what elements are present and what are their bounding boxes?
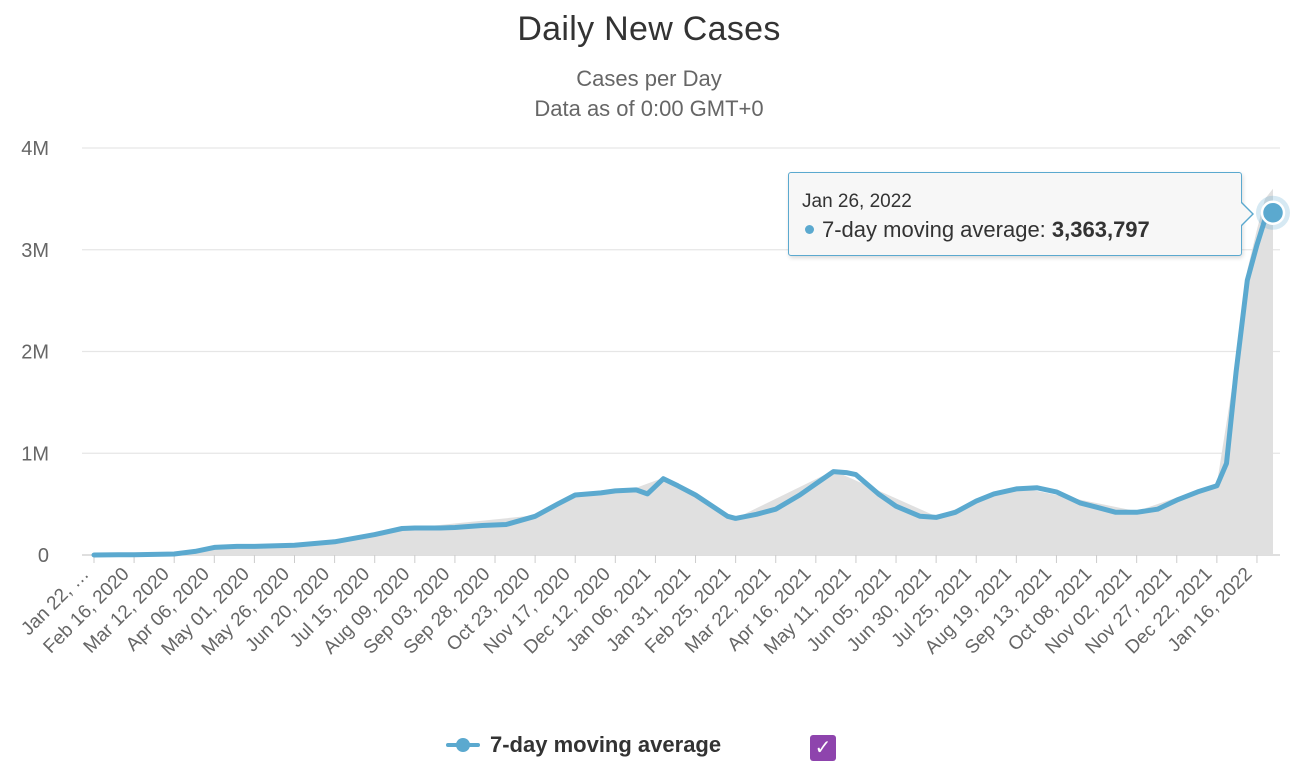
tooltip-series-label: 7-day moving average: bbox=[822, 217, 1052, 242]
tooltip-date: Jan 26, 2022 bbox=[802, 191, 912, 212]
daily-cases-area-path bbox=[94, 188, 1273, 555]
hover-point bbox=[1260, 200, 1286, 225]
y-axis-tick-labels: 0 1M 2M 3M 4M bbox=[21, 138, 49, 567]
tooltip-series-dot bbox=[805, 225, 814, 235]
tooltip-value: 3,363,797 bbox=[1051, 217, 1150, 242]
y-tick-label: 0 bbox=[38, 545, 49, 567]
legend-line-marker-icon bbox=[446, 735, 480, 755]
legend-label: 7-day moving average bbox=[490, 732, 722, 757]
y-tick-label: 2M bbox=[21, 342, 49, 364]
legend-item-7-day-moving-average[interactable]: 7-day moving average bbox=[446, 728, 721, 762]
daily-cases-area bbox=[94, 188, 1273, 555]
chart-data-timestamp: Data as of 0:00 GMT+0 bbox=[534, 96, 764, 121]
tooltip: Jan 26, 2022 7-day moving average: 3,363… bbox=[788, 172, 1254, 256]
y-tick-label: 3M bbox=[21, 240, 49, 262]
y-tick-label: 1M bbox=[21, 443, 49, 465]
chart-subtitle: Cases per Day bbox=[576, 66, 722, 91]
series-lines bbox=[91, 210, 1276, 558]
checkbox-icon[interactable]: ✓ bbox=[810, 735, 836, 761]
y-tick-label: 4M bbox=[21, 138, 49, 160]
chart-title: Daily New Cases bbox=[517, 10, 781, 48]
tooltip-row: 7-day moving average: 3,363,797 bbox=[802, 217, 1241, 243]
series-line-7-day-moving-average bbox=[91, 210, 1276, 558]
hover-marker bbox=[1256, 195, 1290, 230]
